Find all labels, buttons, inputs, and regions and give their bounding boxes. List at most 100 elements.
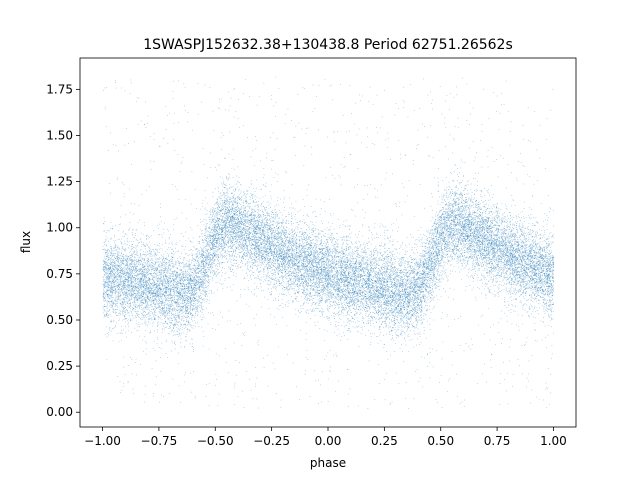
data-point — [326, 246, 328, 248]
data-point — [317, 293, 319, 294]
data-point — [114, 298, 116, 300]
data-point — [534, 269, 536, 271]
data-point — [438, 260, 440, 261]
data-point — [449, 205, 450, 206]
data-point — [491, 245, 492, 247]
data-point — [115, 312, 116, 314]
data-point — [394, 288, 396, 289]
data-point — [141, 246, 142, 247]
data-point — [404, 301, 405, 303]
data-point — [222, 245, 224, 247]
data-point — [452, 230, 454, 232]
data-point — [217, 256, 219, 258]
data-point — [327, 276, 329, 278]
data-point — [105, 300, 107, 302]
data-point — [109, 281, 110, 283]
data-point — [397, 304, 399, 305]
data-point — [419, 336, 421, 337]
data-point — [241, 257, 243, 259]
data-point — [200, 291, 202, 293]
data-point — [181, 245, 183, 247]
data-point — [133, 267, 134, 269]
data-point — [379, 277, 380, 279]
data-point — [486, 283, 487, 285]
data-point — [169, 279, 171, 281]
data-point — [258, 224, 259, 225]
data-point — [176, 241, 178, 243]
data-point — [414, 326, 415, 328]
data-point — [462, 226, 464, 228]
data-point — [516, 251, 518, 252]
data-point — [366, 289, 368, 290]
data-point — [459, 228, 461, 230]
data-point — [148, 305, 150, 307]
data-point — [411, 339, 413, 341]
data-point — [186, 285, 187, 287]
data-point — [502, 254, 504, 256]
data-point — [456, 249, 457, 251]
data-point — [417, 299, 419, 301]
data-point — [186, 333, 187, 335]
data-point — [129, 269, 131, 271]
data-point — [348, 328, 350, 329]
data-point — [353, 291, 354, 292]
data-point — [282, 249, 284, 251]
data-point — [524, 255, 526, 257]
data-point — [509, 221, 510, 223]
data-point — [136, 266, 138, 267]
data-point — [325, 273, 326, 275]
data-point — [115, 240, 117, 241]
data-point — [285, 278, 287, 280]
data-point — [114, 281, 115, 283]
data-point — [271, 212, 273, 214]
data-point — [120, 303, 121, 305]
data-point — [140, 278, 142, 280]
data-point — [386, 315, 387, 316]
data-point — [388, 269, 389, 271]
data-point — [385, 261, 387, 262]
data-point — [286, 270, 288, 271]
data-point — [298, 243, 300, 245]
data-point — [366, 146, 368, 148]
data-point — [255, 226, 257, 228]
data-point — [323, 317, 325, 318]
data-point — [327, 270, 329, 272]
data-point — [140, 277, 141, 279]
data-point — [447, 217, 449, 219]
data-point — [352, 267, 354, 268]
data-point — [507, 215, 508, 217]
data-point — [162, 280, 163, 282]
data-point — [544, 247, 545, 249]
data-point — [449, 192, 451, 194]
data-point — [133, 250, 135, 252]
data-point — [299, 284, 301, 286]
data-point — [237, 396, 239, 398]
data-point — [484, 216, 486, 217]
data-point — [426, 236, 428, 237]
data-point — [313, 231, 314, 233]
data-point — [164, 291, 165, 293]
data-point — [350, 300, 352, 302]
data-point — [268, 265, 270, 267]
data-point — [107, 265, 108, 266]
data-point — [408, 408, 410, 409]
data-point — [132, 284, 134, 286]
data-point — [520, 277, 522, 279]
data-point — [197, 311, 198, 313]
data-point — [194, 282, 196, 284]
data-point — [431, 253, 433, 255]
data-point — [414, 271, 415, 273]
data-point — [245, 229, 247, 231]
data-point — [182, 296, 183, 297]
data-point — [273, 257, 274, 259]
data-point — [345, 226, 347, 227]
data-point — [429, 291, 431, 292]
data-point — [269, 249, 271, 250]
data-point — [362, 278, 364, 280]
data-point — [342, 266, 344, 268]
data-point — [133, 291, 135, 292]
data-point — [247, 238, 249, 239]
data-point — [500, 256, 501, 257]
data-point — [137, 279, 138, 281]
data-point — [457, 237, 459, 239]
